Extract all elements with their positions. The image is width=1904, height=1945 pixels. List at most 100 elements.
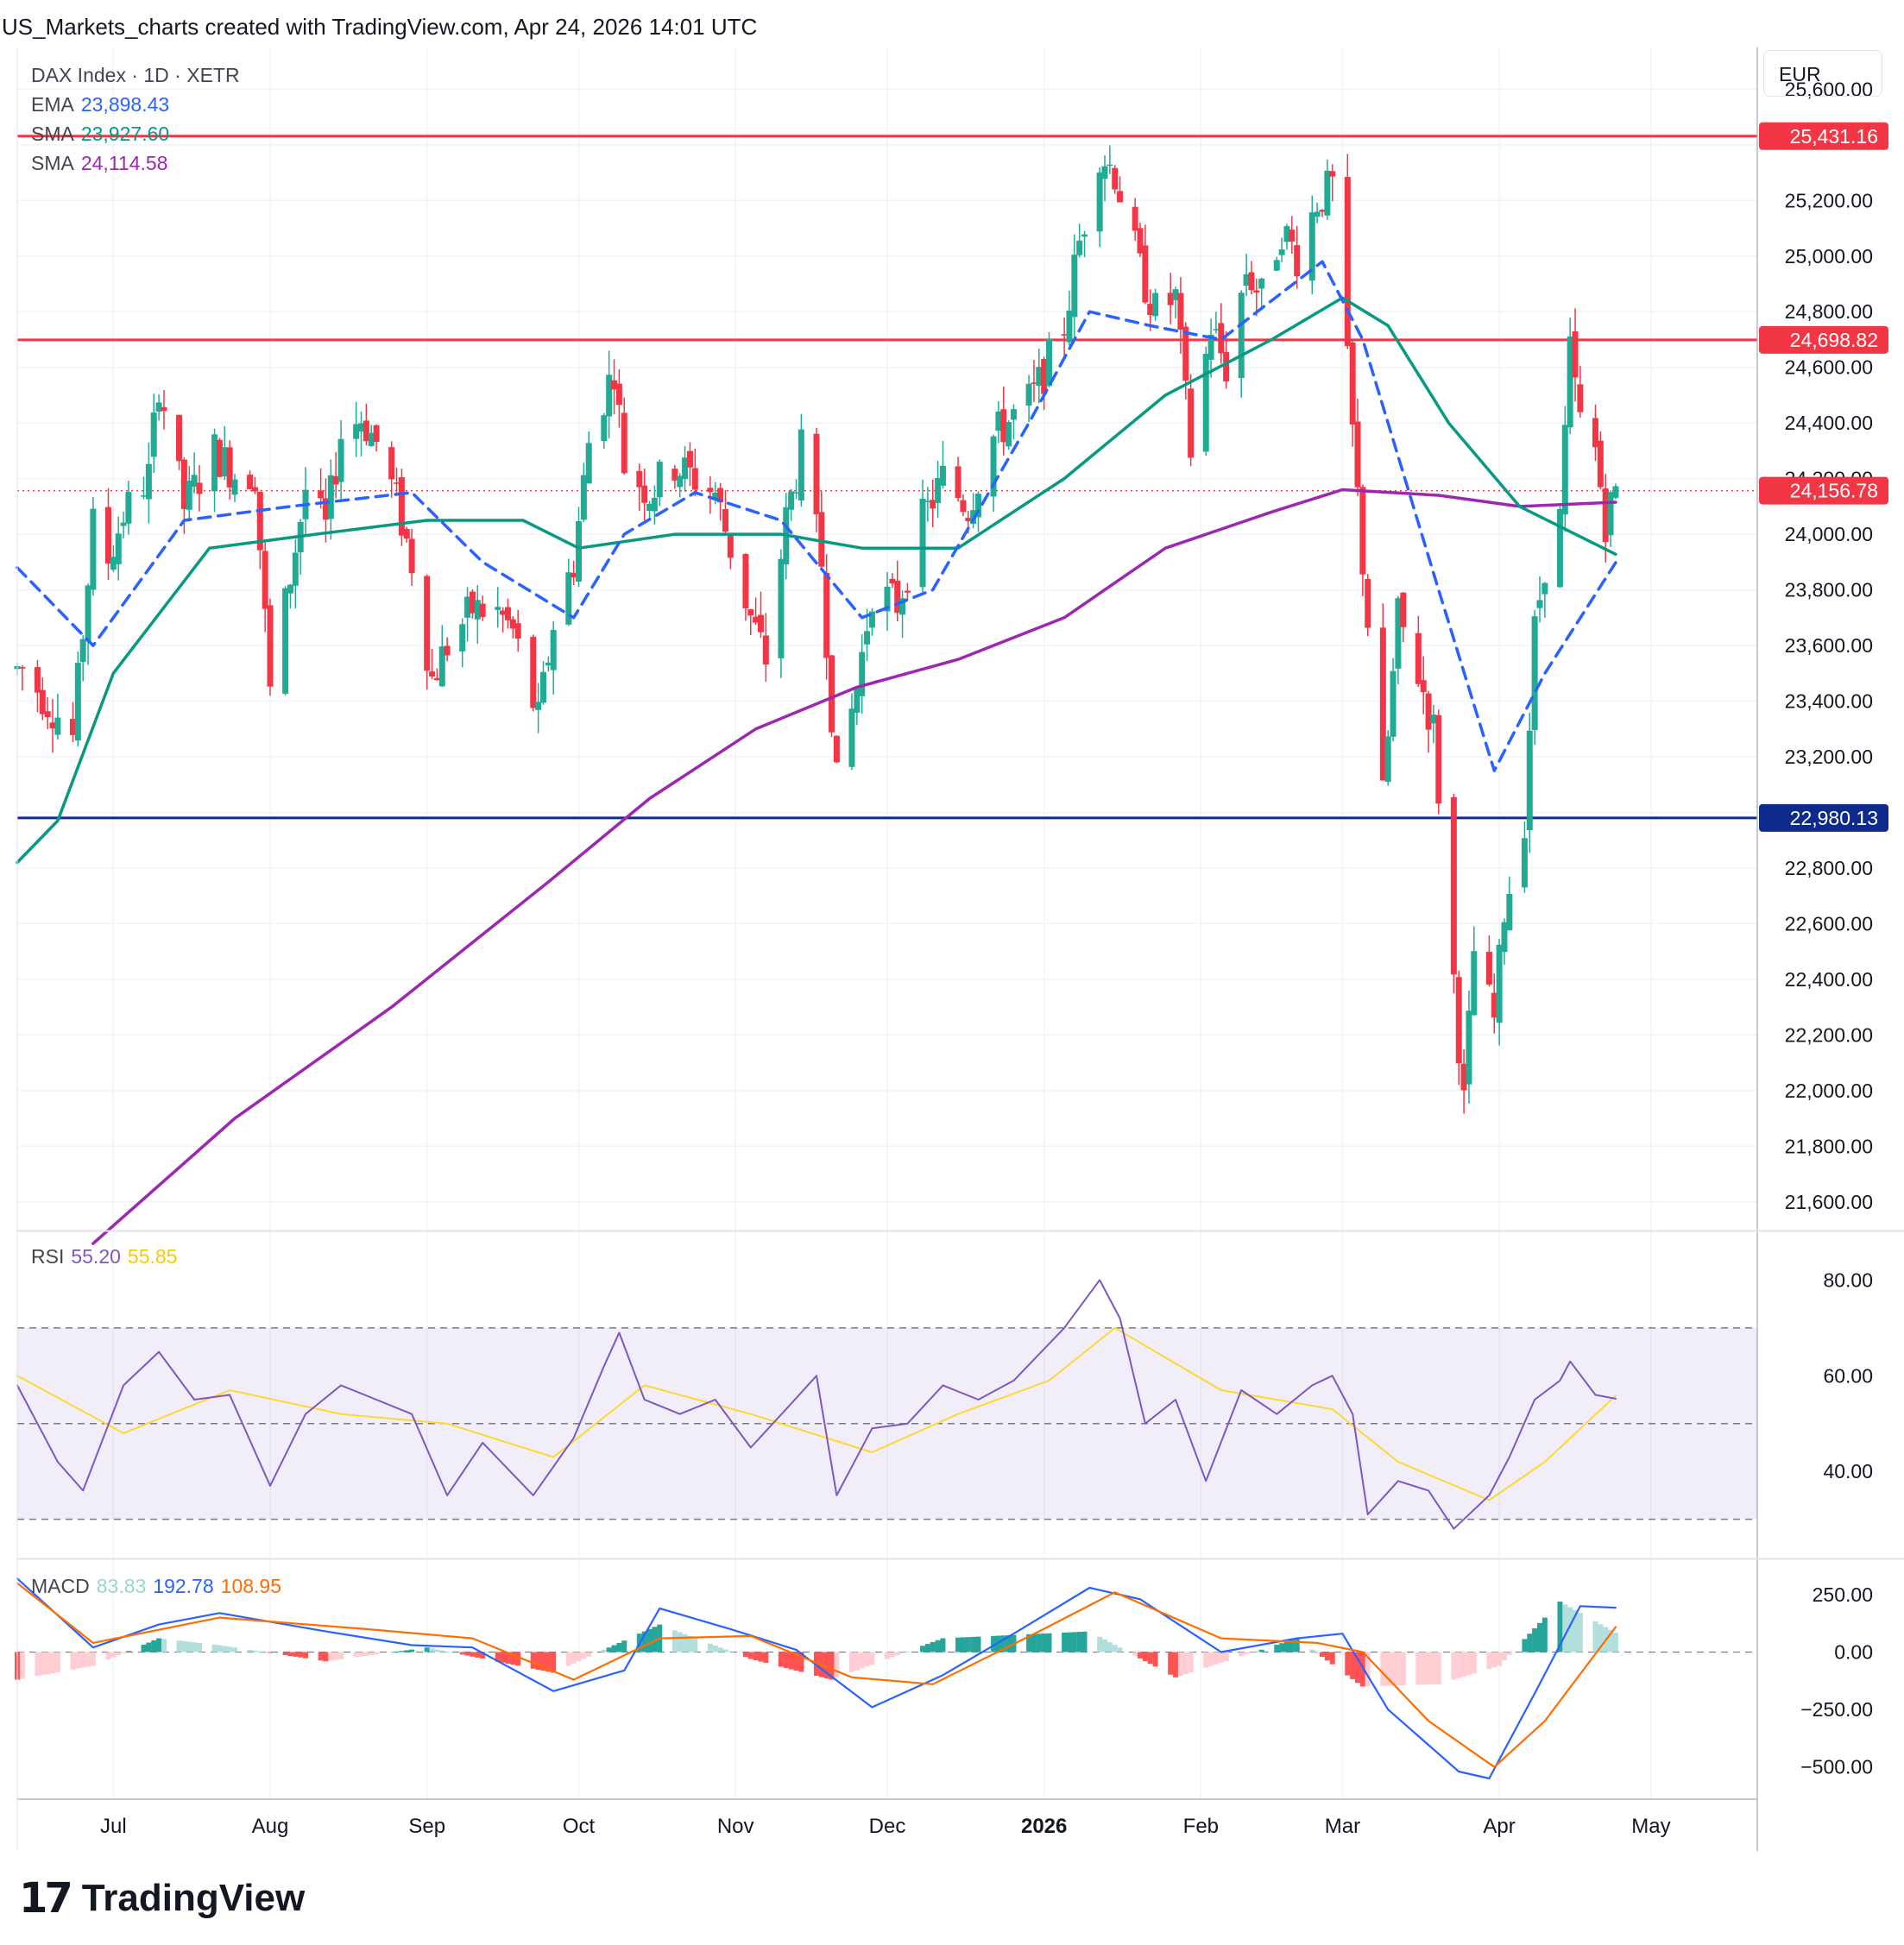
candle-body-up [145,463,152,500]
macd-histogram-bar-negative [1506,1652,1512,1656]
macd-histogram-bar-positive [429,1648,435,1652]
macd-histogram-bar-negative [90,1652,96,1666]
candle-body-down [823,572,830,658]
candle-body-up [74,663,81,741]
grid [17,47,1757,1799]
candle-body-down [727,533,734,558]
macd-histogram-bar-positive [687,1635,693,1652]
macd-histogram-bar-negative [535,1652,541,1670]
currency-button[interactable]: EUR [1763,50,1882,97]
chart-header: US_Markets_charts created with TradingVi… [0,10,1904,45]
macd-histogram-bar-positive [611,1645,617,1652]
macd-histogram-bar-positive [940,1638,946,1652]
macd-histogram-bar-negative [540,1652,546,1671]
candle-body-down [318,490,325,499]
rsi-legend[interactable]: RSI 55.20 55.85 [31,1245,177,1268]
candle-body-down [216,439,223,477]
candle-body-up [327,475,334,519]
candle-body-down [818,512,825,567]
macd-histogram-bar-negative [45,1652,51,1675]
price-tick-label: 22,200.00 [1785,1023,1873,1046]
macd-histogram-bar-negative [353,1652,359,1658]
price-labels: 25,431.16 24,698.82 24,156.78 22,980.13 [1759,122,1888,832]
candle-body-down [1597,440,1604,488]
candle-body-down [686,450,693,468]
macd-tick-label: −500.00 [1800,1756,1873,1778]
macd-histogram-bar-negative [1395,1652,1401,1686]
macd-histogram-bar-positive [1006,1634,1012,1652]
candle-body-up [282,588,289,694]
candle-body-up [859,651,866,696]
candle-body-down [403,529,410,539]
macd-histogram-bar-negative [328,1652,334,1661]
candle-body-down [742,554,749,608]
macd-tick-label: 0.00 [1834,1641,1873,1664]
time-axis[interactable]: Jul Aug Sep Oct Nov Dec 2026 Feb Mar Apr May [100,1815,1671,1838]
macd-histogram-bar-negative [576,1652,582,1662]
macd-histogram-bar-negative [510,1652,516,1665]
price-axis[interactable]: 25,600.00 25,200.00 25,000.00 24,800.00 24,6… [1785,78,1873,1778]
macd-histogram-bar-positive [717,1647,723,1652]
candle-body-down [1572,330,1579,378]
candle-body-down [1435,714,1442,804]
macd-histogram-bar-negative [1390,1652,1396,1686]
candle-body-down [904,590,911,593]
time-tick-label: Mar [1325,1815,1360,1838]
sma-medium-line [16,296,1617,865]
tradingview-logo[interactable]: 17 TradingView [19,1873,305,1924]
macd-histogram-bar-negative [1486,1652,1492,1670]
candle-body-up [125,492,132,524]
candle-body-up [1324,170,1331,216]
candle-body-down [196,482,203,494]
price-tick-label: 24,600.00 [1785,356,1873,379]
macd-tick-label: 250.00 [1813,1583,1873,1606]
time-tick-label: Apr [1483,1815,1515,1838]
candle-body-down [829,655,835,733]
candle-body-down [1420,680,1427,693]
candle-body-up [1106,164,1113,167]
macd-histogram-bar-negative [1239,1652,1245,1657]
macd-histogram-bar-positive [1102,1639,1107,1652]
candle-body-down [1167,293,1174,305]
candle-body-down [363,420,369,442]
sma1-legend-row: SMA 23,927.60 [31,119,240,148]
macd-histogram-bar-positive [722,1649,728,1652]
candle-body-down [1602,488,1609,543]
candle-body-down [1112,167,1119,190]
candle-body-down [722,508,728,532]
macd-histogram-bar-negative [338,1652,344,1659]
candle-body-up [1081,234,1088,237]
macd-histogram-bar-negative [571,1652,577,1664]
macd-histogram-bar-positive [1062,1632,1068,1652]
candle-body-down [429,671,436,677]
candle-body-up [1243,274,1250,286]
signal-line [16,1582,1617,1768]
candle-body-up [656,462,663,498]
macd-histogram-bar-negative [287,1652,293,1656]
candle-body-up [576,521,583,582]
macd-histogram-bar-positive [682,1633,688,1652]
candle-body-down [1041,358,1048,394]
macd-legend[interactable]: MACD 83.83 192.78 108.95 [31,1575,281,1598]
macd-histogram-bar-positive [1258,1649,1264,1652]
macd-histogram-bar-negative [1471,1652,1477,1674]
candle-body-down [1117,191,1124,203]
macd-histogram-bar-negative [1213,1652,1219,1665]
candle-body-down [514,623,521,639]
candle-body-down [34,667,41,693]
macd-histogram-bar-negative [1168,1652,1174,1675]
candle-body-down [707,488,714,493]
resistance-price-tag [1759,325,1888,354]
main-legend[interactable]: DAX Index · 1D · XETR EMA 23,898.43 SMA 23… [31,60,240,178]
candle-body-up [1308,212,1315,281]
candle-body-up [1390,670,1396,737]
candle-body-down [1061,334,1068,336]
sma1-value: 23,927.60 [80,123,170,145]
candle-body-up [1213,329,1220,330]
candle-body-down [753,616,760,623]
candle-body-up [464,596,471,618]
macd-histogram-bar-positive [399,1651,405,1652]
candle-body-down [1415,633,1422,684]
macd-histogram-bar-positive [247,1649,253,1652]
